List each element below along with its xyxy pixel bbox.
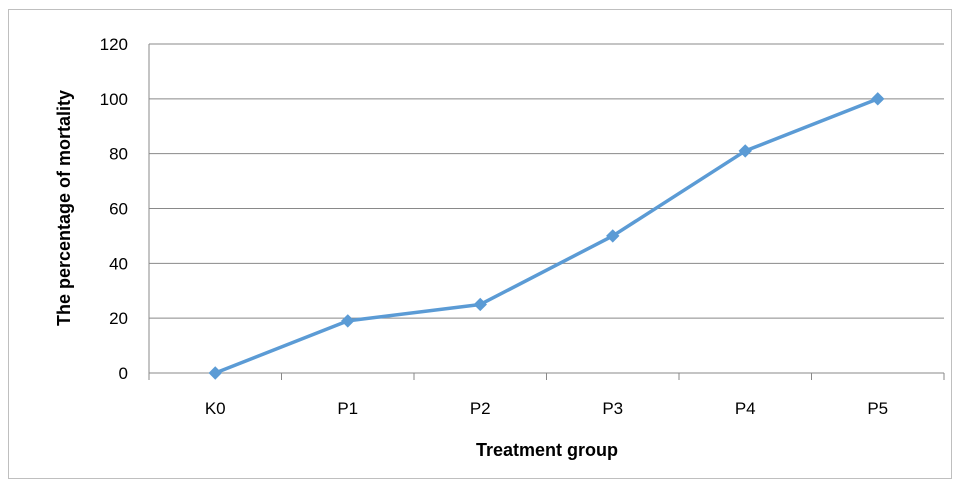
x-tick-label: P2 (470, 399, 491, 418)
x-tick-labels: K0 P1 P2 P3 P4 P5 (148, 373, 945, 418)
y-tick-label: 80 (109, 145, 128, 164)
x-tick-label: P3 (602, 399, 623, 418)
chart-frame (8, 9, 952, 479)
series-layer (208, 92, 885, 380)
y-tick-label: 20 (109, 309, 128, 328)
x-axis-title: Treatment group (476, 440, 618, 460)
y-tick-labels: 0 20 40 60 80 100 120 (100, 35, 128, 383)
y-tick-label: 60 (109, 200, 128, 219)
data-point-marker (738, 144, 752, 158)
data-point-marker (473, 297, 487, 312)
gridlines (148, 43, 944, 374)
y-tick-label: 120 (100, 35, 128, 54)
y-axis-title: The percentage of mortality (54, 90, 74, 326)
data-point-marker (341, 314, 355, 328)
data-point-marker (871, 92, 885, 106)
series-line (213, 97, 880, 375)
x-tick-label: P5 (867, 399, 888, 418)
x-tick-label: P4 (735, 399, 756, 418)
y-tick-label: 100 (100, 90, 128, 109)
y-tick-label: 0 (119, 364, 128, 383)
x-tick-label: K0 (205, 399, 226, 418)
x-tick-label: P1 (337, 399, 358, 418)
data-point-marker (208, 366, 222, 380)
y-tick-label: 40 (109, 254, 128, 273)
data-point-marker (606, 229, 620, 243)
